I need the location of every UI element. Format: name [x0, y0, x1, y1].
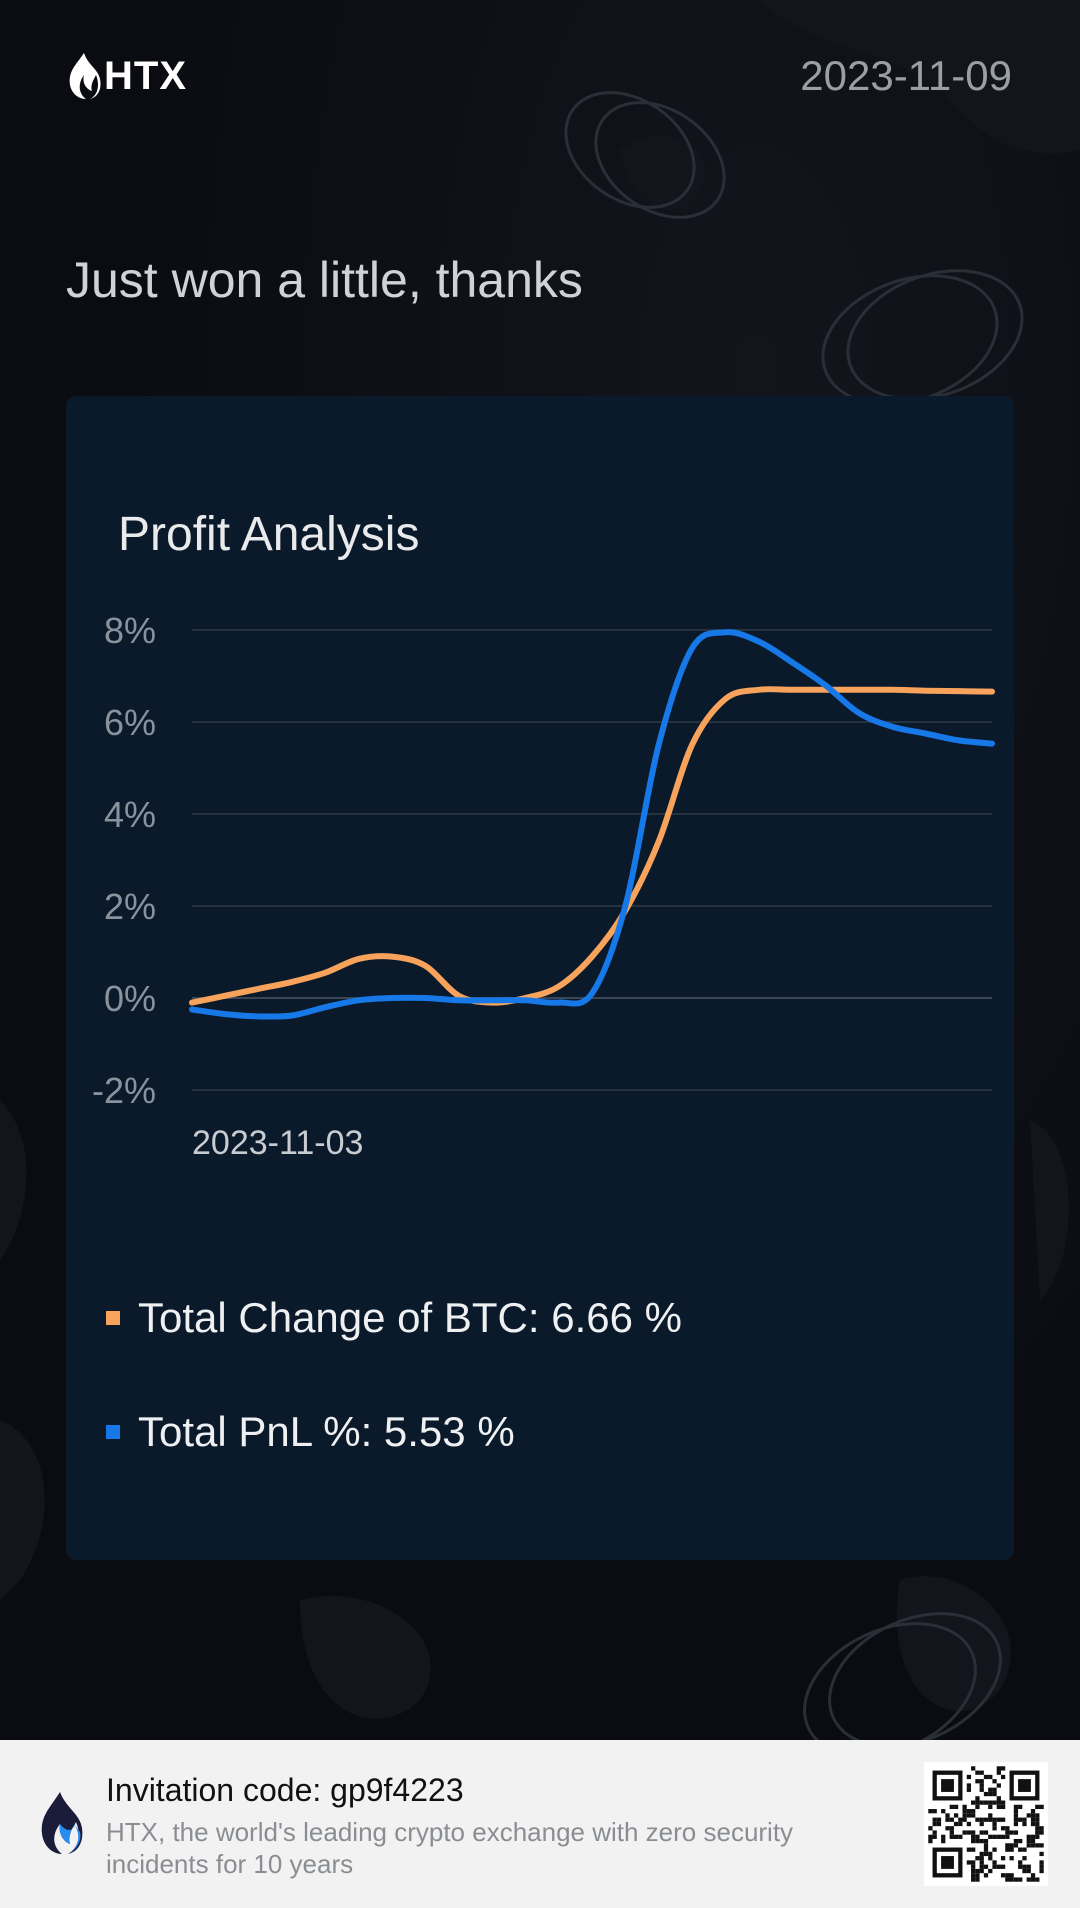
- y-tick-label: 4%: [104, 794, 156, 835]
- y-tick-label: 0%: [104, 978, 156, 1019]
- legend-swatch-btc: [106, 1311, 120, 1325]
- exchange-slogan: HTX, the world's leading crypto exchange…: [106, 1817, 794, 1879]
- y-tick-label: -2%: [92, 1070, 156, 1111]
- y-tick-label: 6%: [104, 702, 156, 743]
- invitation-code: Invitation code: gp9f4223: [106, 1772, 464, 1808]
- y-tick-label: 2%: [104, 886, 156, 927]
- chart-legend: Total Change of BTC: 6.66 % Total PnL %:…: [106, 1288, 682, 1516]
- series-line-btc-change: [189, 686, 995, 1006]
- legend-item-total-pnl: Total PnL %: 5.53 %: [106, 1402, 682, 1462]
- tagline: Just won a little, thanks: [66, 252, 583, 308]
- y-tick-label: 8%: [104, 610, 156, 651]
- legend-label-btc: Total Change of BTC: 6.66 %: [138, 1294, 682, 1341]
- invitation-footer: Invitation code: gp9f4223 HTX, the world…: [0, 1740, 1080, 1908]
- htx-logo: HTX: [66, 50, 187, 102]
- legend-item-btc-change: Total Change of BTC: 6.66 %: [106, 1288, 682, 1348]
- card-title: Profit Analysis: [118, 508, 420, 561]
- htx-flame-icon: [69, 53, 101, 99]
- htx-logo-text: HTX: [104, 54, 187, 98]
- share-date: 2023-11-09: [800, 52, 1012, 99]
- qr-code-icon[interactable]: [924, 1762, 1048, 1886]
- legend-swatch-pnl: [106, 1425, 120, 1439]
- profit-line-chart: 8% 6% 4% 2% 0% -2% 2023-11-03: [92, 610, 995, 1156]
- legend-label-pnl: Total PnL %: 5.53 %: [138, 1408, 515, 1455]
- series-line-total-pnl: [189, 629, 995, 1020]
- htx-footer-logo-icon: [41, 1792, 83, 1854]
- x-tick-label: 2023-11-03: [192, 1124, 363, 1156]
- profit-analysis-card: Profit Analysis 8% 6% 4% 2% 0% -2% 2023-11-03 …: [66, 396, 1014, 1560]
